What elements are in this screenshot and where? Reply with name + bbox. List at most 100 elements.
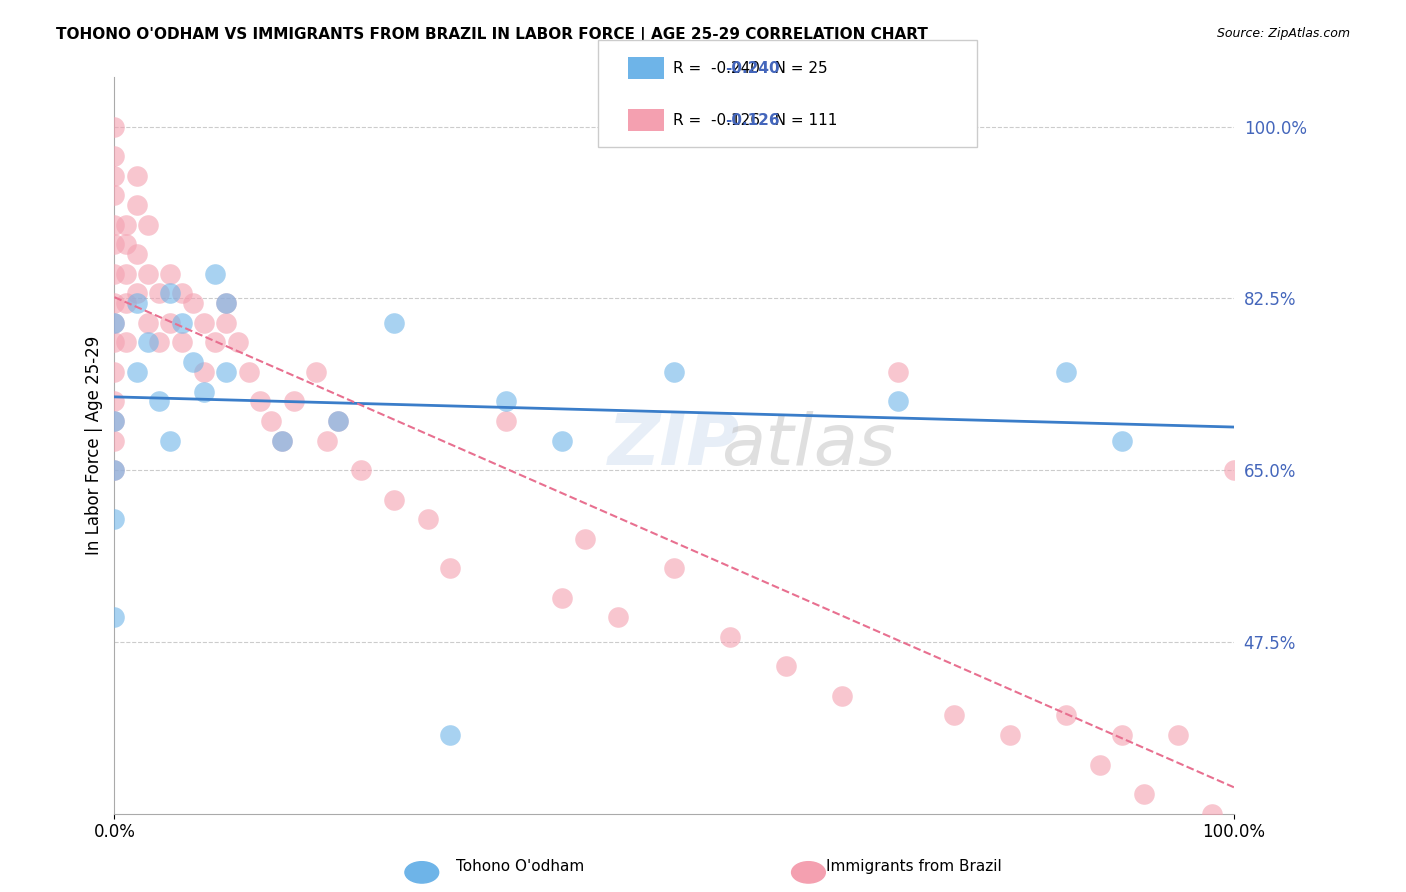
Point	[495, 414, 517, 428]
Point	[103, 610, 125, 624]
Point	[416, 512, 439, 526]
Text: atlas: atlas	[721, 411, 896, 480]
Point	[103, 188, 125, 202]
Point	[181, 355, 204, 369]
Point	[114, 335, 136, 350]
Point	[998, 728, 1021, 742]
Point	[103, 414, 125, 428]
Point	[114, 218, 136, 232]
Text: R =  -0.240   N = 25: R = -0.240 N = 25	[673, 62, 828, 76]
Point	[831, 689, 853, 703]
Point	[943, 708, 966, 723]
Point	[328, 414, 350, 428]
Point	[305, 365, 328, 379]
Point	[193, 316, 215, 330]
Point	[193, 365, 215, 379]
Point	[215, 316, 238, 330]
Point	[159, 286, 181, 301]
Point	[382, 316, 405, 330]
Point	[1054, 365, 1077, 379]
Point	[103, 316, 125, 330]
Point	[226, 335, 249, 350]
Point	[170, 316, 193, 330]
Point	[125, 247, 148, 261]
Point	[1088, 757, 1111, 772]
Point	[125, 296, 148, 310]
Text: ZIP: ZIP	[607, 411, 741, 480]
Point	[103, 365, 125, 379]
Point	[159, 316, 181, 330]
Point	[103, 394, 125, 409]
Point	[125, 365, 148, 379]
Point	[148, 335, 170, 350]
Point	[125, 169, 148, 183]
Point	[260, 414, 283, 428]
Text: TOHONO O'ODHAM VS IMMIGRANTS FROM BRAZIL IN LABOR FORCE | AGE 25-29 CORRELATION : TOHONO O'ODHAM VS IMMIGRANTS FROM BRAZIL…	[56, 27, 928, 43]
Point	[1111, 434, 1133, 448]
Point	[1111, 728, 1133, 742]
Text: Tohono O'odham: Tohono O'odham	[456, 859, 585, 874]
Point	[215, 296, 238, 310]
Point	[607, 610, 630, 624]
Point	[439, 561, 461, 575]
Point	[204, 335, 226, 350]
Point	[170, 335, 193, 350]
Point	[1223, 463, 1246, 477]
Point	[103, 149, 125, 163]
Point	[103, 463, 125, 477]
Point	[662, 561, 685, 575]
Point	[114, 296, 136, 310]
Point	[887, 394, 910, 409]
Point	[382, 492, 405, 507]
Point	[103, 267, 125, 281]
Point	[148, 286, 170, 301]
Point	[887, 365, 910, 379]
Point	[103, 316, 125, 330]
Point	[204, 267, 226, 281]
Point	[775, 659, 797, 673]
Point	[238, 365, 260, 379]
Point	[574, 532, 596, 546]
Point	[103, 335, 125, 350]
Point	[136, 267, 159, 281]
Point	[114, 267, 136, 281]
Point	[193, 384, 215, 399]
Point	[316, 434, 339, 448]
Point	[1167, 728, 1189, 742]
Point	[103, 463, 125, 477]
Text: Immigrants from Brazil: Immigrants from Brazil	[827, 859, 1001, 874]
Text: -0.240: -0.240	[725, 62, 780, 76]
Point	[159, 434, 181, 448]
Point	[103, 120, 125, 134]
Point	[271, 434, 294, 448]
Point	[136, 316, 159, 330]
Point	[125, 286, 148, 301]
Point	[439, 728, 461, 742]
Point	[125, 198, 148, 212]
Point	[159, 267, 181, 281]
Point	[103, 414, 125, 428]
Y-axis label: In Labor Force | Age 25-29: In Labor Force | Age 25-29	[86, 336, 103, 555]
Point	[551, 591, 574, 605]
Point	[148, 394, 170, 409]
Text: Source: ZipAtlas.com: Source: ZipAtlas.com	[1216, 27, 1350, 40]
Point	[249, 394, 271, 409]
Point	[103, 169, 125, 183]
Point	[181, 296, 204, 310]
Point	[114, 237, 136, 252]
Point	[103, 434, 125, 448]
Point	[103, 296, 125, 310]
Point	[215, 296, 238, 310]
Point	[328, 414, 350, 428]
Point	[170, 286, 193, 301]
Point	[551, 434, 574, 448]
Point	[662, 365, 685, 379]
Point	[1054, 708, 1077, 723]
Point	[215, 365, 238, 379]
Point	[103, 512, 125, 526]
Point	[103, 218, 125, 232]
Text: R =  -0.126   N = 111: R = -0.126 N = 111	[673, 113, 838, 128]
Point	[350, 463, 373, 477]
Point	[1201, 806, 1223, 821]
Point	[718, 630, 741, 644]
